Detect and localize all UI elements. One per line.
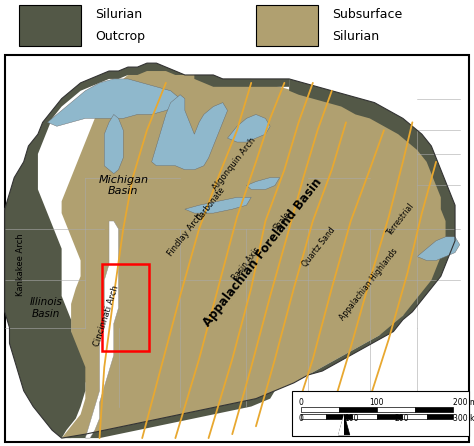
Text: Silurian: Silurian (332, 30, 379, 43)
Text: Shale: Shale (272, 210, 292, 232)
Text: 300 km: 300 km (453, 414, 474, 423)
Text: Quartz Sand: Quartz Sand (301, 225, 337, 268)
Text: Appalachian Highlands: Appalachian Highlands (338, 247, 400, 322)
Polygon shape (104, 115, 123, 173)
Polygon shape (62, 391, 275, 438)
Text: Appalachian Foreland Basin: Appalachian Foreland Basin (201, 176, 325, 329)
Polygon shape (338, 414, 350, 435)
Bar (415, 407, 453, 413)
Bar (301, 407, 339, 413)
Text: 0: 0 (299, 414, 303, 423)
Bar (102, 264, 149, 351)
Bar (428, 414, 453, 419)
Text: Basin Axis: Basin Axis (231, 246, 262, 283)
Polygon shape (417, 237, 460, 260)
Polygon shape (152, 95, 228, 170)
Bar (377, 414, 402, 419)
Polygon shape (194, 75, 289, 87)
Polygon shape (185, 197, 251, 213)
Bar (301, 414, 326, 419)
Text: Findlay Arch: Findlay Arch (165, 212, 204, 258)
Text: Terrestrial: Terrestrial (385, 201, 416, 237)
Polygon shape (62, 67, 455, 438)
Polygon shape (85, 221, 118, 438)
Text: Outcrop: Outcrop (95, 30, 145, 43)
Text: Cincinnati Arch: Cincinnati Arch (92, 284, 121, 347)
Text: 0: 0 (299, 398, 303, 407)
Text: Michigan
Basin: Michigan Basin (98, 175, 148, 196)
Text: Algonquin Arch: Algonquin Arch (211, 136, 258, 192)
Text: Carbonate: Carbonate (195, 185, 227, 222)
Bar (377, 407, 415, 413)
Bar (292, 391, 469, 436)
Polygon shape (275, 79, 455, 391)
Polygon shape (246, 178, 280, 190)
Polygon shape (47, 79, 180, 126)
Text: Subsurface: Subsurface (332, 8, 402, 21)
Text: Kankakee Arch: Kankakee Arch (16, 233, 25, 296)
Bar (19, 5, 81, 46)
Text: 200 mi: 200 mi (453, 398, 474, 407)
Polygon shape (228, 115, 270, 142)
Text: Illinois
Basin: Illinois Basin (29, 297, 63, 318)
Bar (339, 407, 377, 413)
Text: 100: 100 (370, 398, 384, 407)
Text: 200: 200 (395, 414, 410, 423)
Bar (402, 414, 428, 419)
Polygon shape (5, 63, 194, 438)
Bar (352, 414, 377, 419)
Polygon shape (338, 414, 344, 435)
Bar (256, 5, 318, 46)
Text: 100: 100 (344, 414, 359, 423)
Bar (326, 414, 352, 419)
Text: Silurian: Silurian (95, 8, 142, 21)
